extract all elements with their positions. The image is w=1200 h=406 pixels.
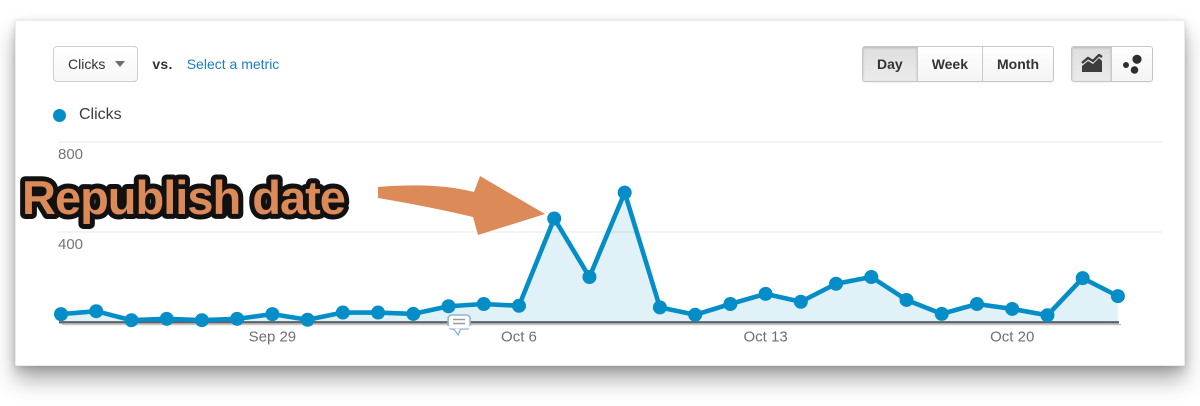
data-point[interactable] [969,297,984,311]
data-point[interactable] [194,313,209,328]
data-point[interactable] [758,286,773,301]
y-axis-tick-label: 800 [58,146,83,163]
motion-chart-button[interactable] [1112,47,1152,81]
data-point[interactable] [335,305,350,320]
month-button[interactable]: Month [983,47,1053,81]
chart-type-group [1071,46,1153,82]
y-axis-tick-label: 400 [58,236,83,253]
x-axis-tick-label: Sep 29 [249,329,297,346]
data-point[interactable] [511,298,526,313]
data-point[interactable] [371,305,386,320]
data-point[interactable] [230,311,245,326]
analytics-card: Clicks vs. Select a metric Day Week Mont… [15,20,1185,366]
clicks-chart: 400 800 Sep 29 Oct 6 Oct 13 Oct 20 [54,141,1162,346]
data-point[interactable] [829,276,844,291]
data-point[interactable] [1110,289,1125,304]
data-point[interactable] [688,307,703,322]
note-bubble-icon[interactable] [447,314,472,337]
data-point[interactable] [652,300,667,315]
toolbar-left: Clicks vs. Select a metric [53,46,279,82]
chevron-down-icon [115,61,126,67]
x-axis-tick-label: Oct 6 [501,329,537,346]
legend-dot-icon [53,108,66,122]
data-point[interactable] [723,297,738,311]
metric-dropdown[interactable]: Clicks [53,46,139,82]
motion-chart-icon [1123,54,1142,74]
data-point[interactable] [1040,308,1055,323]
area-chart-button[interactable] [1072,47,1112,81]
x-axis-tick-label: Oct 20 [990,329,1034,346]
data-point[interactable] [1005,301,1020,316]
week-button[interactable]: Week [917,47,984,81]
legend[interactable]: Clicks [53,106,122,124]
data-point[interactable] [899,292,914,307]
data-point[interactable] [582,270,597,284]
data-point[interactable] [1075,271,1090,286]
data-point[interactable] [476,297,491,311]
data-point[interactable] [441,299,456,314]
data-point[interactable] [54,307,68,322]
area-chart-icon [1080,54,1103,72]
select-metric-link[interactable]: Select a metric [186,56,280,72]
day-button[interactable]: Day [863,47,918,81]
granularity-group: Day Week Month [862,46,1054,82]
data-point[interactable] [159,311,174,326]
data-point[interactable] [617,185,632,200]
data-point[interactable] [793,294,808,309]
data-point[interactable] [89,304,104,319]
legend-label: Clicks [79,106,122,123]
x-axis-tick-label: Oct 13 [744,329,788,346]
data-point[interactable] [864,270,879,284]
area-fill [61,192,1118,322]
data-point[interactable] [406,306,421,321]
data-point[interactable] [300,312,315,327]
data-point[interactable] [547,211,562,226]
data-point[interactable] [934,306,949,321]
data-point[interactable] [265,307,280,322]
vs-label: vs. [152,56,173,72]
metric-dropdown-label: Clicks [68,56,106,72]
toolbar-right: Day Week Month [862,46,1153,82]
data-point[interactable] [124,313,139,328]
